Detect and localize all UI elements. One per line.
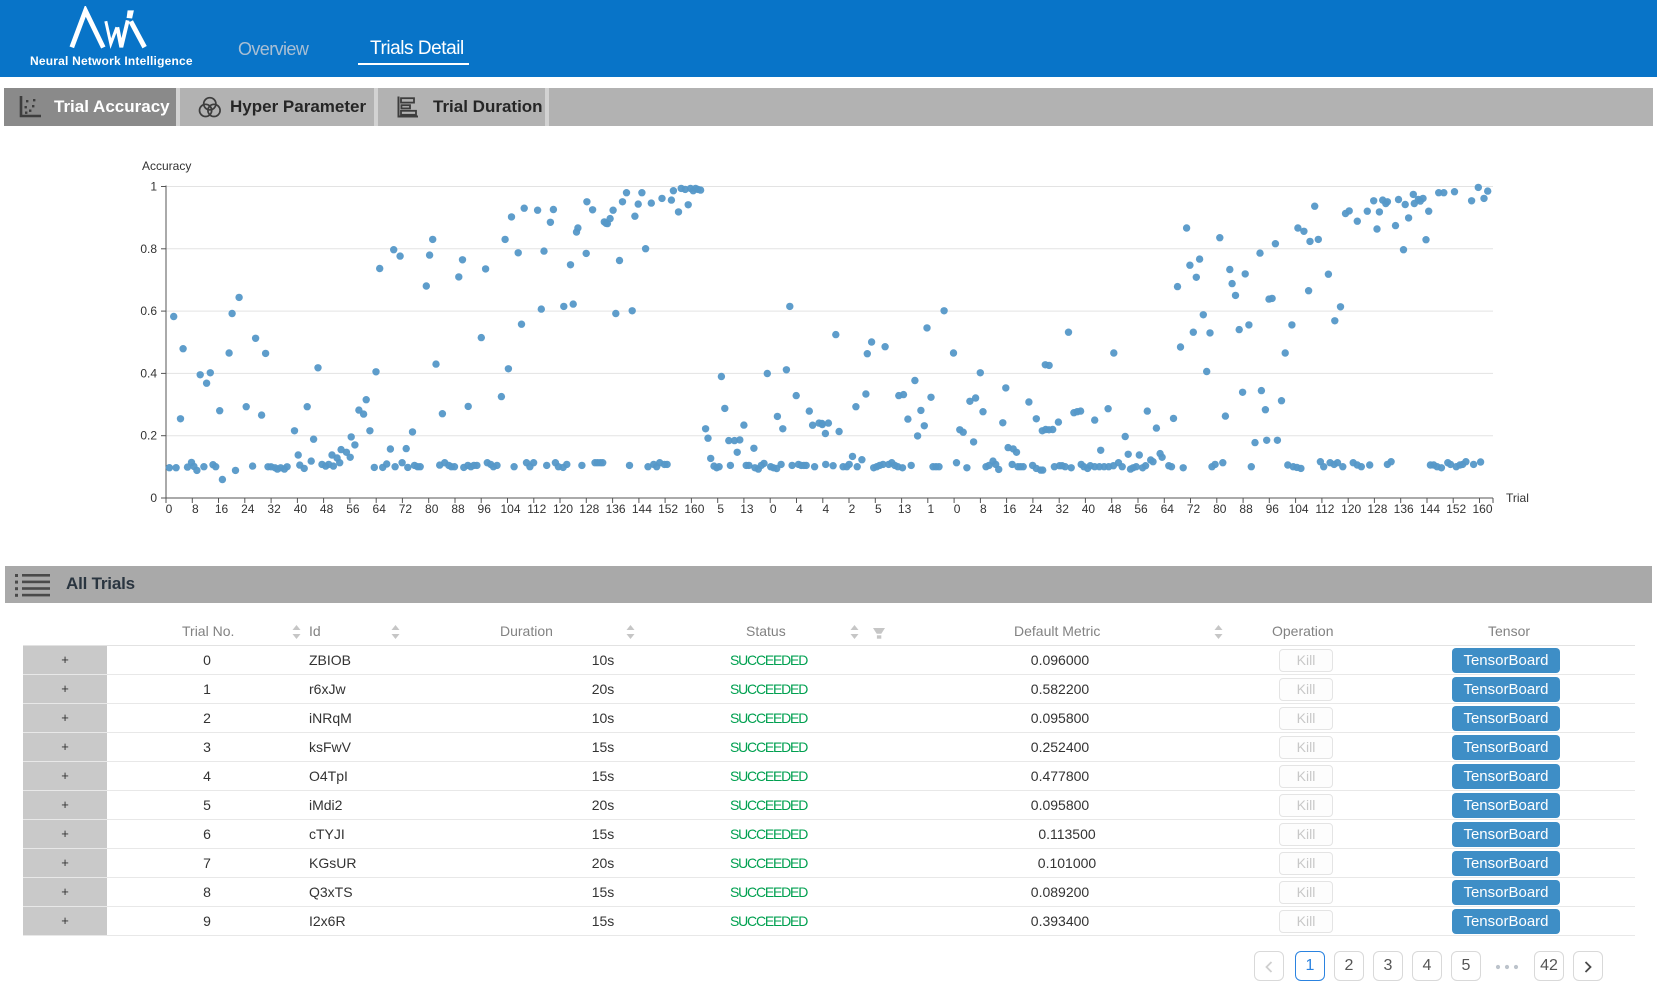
svg-text:40: 40 <box>294 502 308 516</box>
svg-text:8: 8 <box>192 502 199 516</box>
svg-text:128: 128 <box>579 502 599 516</box>
svg-text:72: 72 <box>1187 502 1201 516</box>
svg-text:88: 88 <box>451 502 465 516</box>
svg-text:24: 24 <box>1029 502 1043 516</box>
svg-text:48: 48 <box>1108 502 1122 516</box>
svg-text:1: 1 <box>927 502 934 516</box>
svg-text:120: 120 <box>1341 502 1361 516</box>
svg-text:0: 0 <box>770 502 777 516</box>
svg-text:112: 112 <box>1315 502 1334 516</box>
svg-text:40: 40 <box>1082 502 1096 516</box>
svg-text:0: 0 <box>166 502 173 516</box>
svg-text:32: 32 <box>267 502 281 516</box>
svg-text:2: 2 <box>849 502 856 516</box>
svg-text:0.4: 0.4 <box>140 366 157 380</box>
svg-text:72: 72 <box>399 502 413 516</box>
svg-text:120: 120 <box>553 502 573 516</box>
svg-text:112: 112 <box>527 502 546 516</box>
svg-text:152: 152 <box>1446 502 1466 516</box>
svg-text:Trial: Trial <box>1506 491 1529 505</box>
svg-text:160: 160 <box>1472 502 1492 516</box>
svg-text:152: 152 <box>658 502 678 516</box>
svg-text:4: 4 <box>822 502 829 516</box>
svg-text:1: 1 <box>150 180 157 194</box>
svg-text:64: 64 <box>1161 502 1175 516</box>
svg-text:80: 80 <box>425 502 439 516</box>
svg-text:56: 56 <box>346 502 360 516</box>
svg-text:104: 104 <box>500 502 520 516</box>
svg-text:136: 136 <box>1394 502 1414 516</box>
svg-text:144: 144 <box>1420 502 1440 516</box>
svg-text:0: 0 <box>954 502 961 516</box>
svg-text:16: 16 <box>1003 502 1017 516</box>
svg-text:13: 13 <box>898 502 912 516</box>
svg-text:24: 24 <box>241 502 255 516</box>
svg-text:0.8: 0.8 <box>140 242 157 256</box>
svg-text:144: 144 <box>632 502 652 516</box>
svg-text:88: 88 <box>1239 502 1253 516</box>
svg-text:5: 5 <box>717 502 724 516</box>
svg-text:64: 64 <box>373 502 387 516</box>
svg-text:104: 104 <box>1289 502 1309 516</box>
svg-text:0: 0 <box>150 491 157 505</box>
svg-text:16: 16 <box>215 502 229 516</box>
svg-text:Accuracy: Accuracy <box>142 159 191 173</box>
svg-text:32: 32 <box>1056 502 1070 516</box>
svg-text:80: 80 <box>1213 502 1227 516</box>
svg-text:128: 128 <box>1367 502 1387 516</box>
svg-text:96: 96 <box>478 502 492 516</box>
svg-text:160: 160 <box>684 502 704 516</box>
svg-text:13: 13 <box>740 502 754 516</box>
svg-text:136: 136 <box>606 502 626 516</box>
svg-text:48: 48 <box>320 502 334 516</box>
svg-text:96: 96 <box>1266 502 1280 516</box>
svg-text:4: 4 <box>796 502 803 516</box>
svg-text:56: 56 <box>1134 502 1148 516</box>
svg-text:0.6: 0.6 <box>140 304 157 318</box>
svg-text:8: 8 <box>980 502 987 516</box>
svg-text:5: 5 <box>875 502 882 516</box>
svg-text:0.2: 0.2 <box>140 429 157 443</box>
